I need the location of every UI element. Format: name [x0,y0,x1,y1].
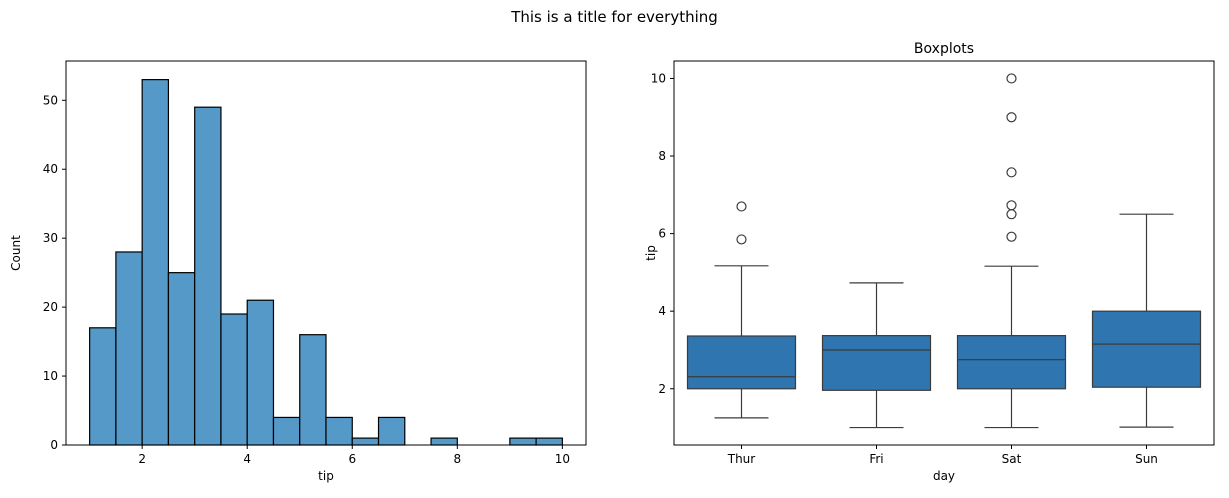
histogram-x-axis-label: tip [318,469,334,483]
boxplot-outlier [1006,231,1017,242]
histogram-bar [535,437,563,446]
boxplot-x-tick-label: Sun [1135,452,1158,466]
boxplot-outlier [1006,112,1017,123]
boxplot-y-axis-label: tip [644,245,658,261]
boxplot-box [1091,310,1202,388]
histogram-bar [194,106,222,446]
boxplot-x-tick-label: Thur [727,452,756,466]
boxplot-frame [673,60,1215,446]
histogram-bar [246,299,275,446]
boxplot-x-tick-label: Fri [869,452,883,466]
histogram-ticks: 2 4 6 8 10 0 10 20 30 40 50 [43,93,570,466]
figure-title: This is a title for everything [511,8,718,26]
boxplot-box [686,335,797,390]
boxplot-outlier [736,234,747,245]
histogram-bar [141,79,170,446]
boxplot-x-tick-label: Sat [1002,452,1022,466]
histogram-bar [430,437,458,446]
boxplot-outlier [1006,73,1017,84]
histogram-bars [89,79,563,446]
histogram-x-tick-label: 8 [453,452,461,466]
histogram-chart: 2 4 6 8 10 0 10 20 30 40 50 tip Count [9,60,587,483]
histogram-bar [325,416,353,446]
boxplot-y-tick-label: 6 [658,227,666,241]
boxplot-outlier [1006,200,1017,211]
boxplot-outlier [1006,209,1017,220]
boxplot-ticks: Thur Fri Sat Sun 2 4 6 8 10 [651,71,1158,466]
histogram-bar [272,416,301,446]
boxplot-y-tick-label: 8 [658,149,666,163]
histogram-y-tick-label: 10 [43,369,58,383]
histogram-bar [299,334,327,446]
histogram-bar [89,327,117,446]
boxplot-y-tick-label: 2 [658,382,666,396]
histogram-y-tick-label: 30 [43,231,58,245]
histogram-x-tick-label: 6 [348,452,356,466]
histogram-bar [115,251,143,446]
boxplot-x-axis-label: day [933,469,955,483]
histogram-y-tick-label: 50 [43,93,58,107]
histogram-y-tick-label: 0 [50,438,58,452]
histogram-bar [377,416,406,446]
histogram-bar [509,437,537,446]
histogram-x-tick-label: 10 [555,452,570,466]
boxplot-title: Boxplots [914,41,974,57]
boxplot-marks [686,73,1202,429]
histogram-bar [220,313,248,446]
boxplot-box [956,335,1067,390]
histogram-frame [65,60,587,446]
histogram-y-tick-label: 20 [43,300,58,314]
boxplot-chart: Thur Fri Sat Sun 2 4 6 8 10 Boxplots day tip [644,41,1215,483]
histogram-y-axis-label: Count [9,235,23,271]
histogram-bar [351,437,380,446]
histogram-bar [167,272,196,446]
boxplot-y-tick-label: 4 [658,304,666,318]
boxplot-box [821,335,932,391]
boxplot-y-tick-label: 10 [651,71,666,85]
boxplot-outlier [1006,167,1017,178]
histogram-x-tick-label: 2 [138,452,146,466]
histogram-y-tick-label: 40 [43,162,58,176]
histogram-x-tick-label: 4 [243,452,251,466]
boxplot-outlier [736,201,747,212]
